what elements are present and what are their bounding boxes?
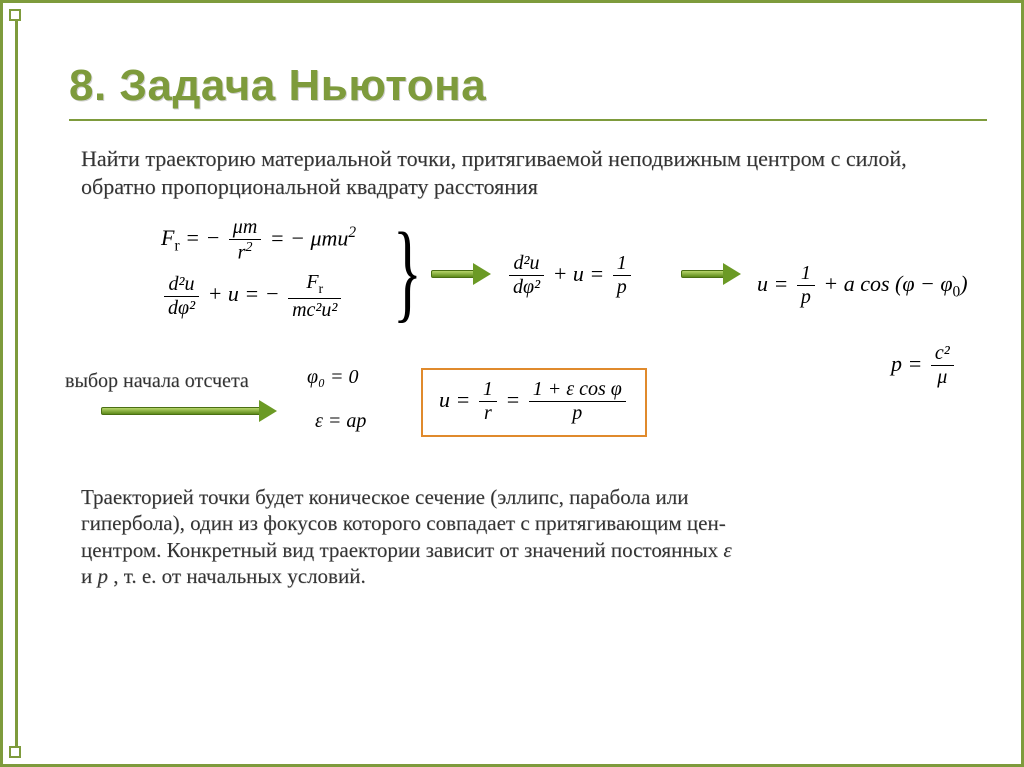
corner-decoration [9,746,21,758]
slide-content: 8. Задача Ньютона Найти траекторию матер… [31,21,1005,746]
force-equation: Fr = − μm r2 = − μmu2 [161,216,391,265]
epsilon-definition: ε = ap [315,410,366,433]
slide-title: 8. Задача Ньютона [69,61,1005,111]
slide-frame: 8. Задача Ньютона Найти траекторию матер… [0,0,1024,767]
equation-row-1: Fr = − μm r2 = − μmu2 d²u dφ² + u = − [81,222,1005,372]
title-rule [69,119,987,121]
general-solution: u = 1 p + a cos (φ − φ0) [757,262,968,309]
binet-equation: d²u dφ² + u = − Fr mc²u² [161,271,391,322]
result-equation-box: u = 1 r = 1 + ε cos φ p [421,368,647,437]
origin-choice-label: выбор начала отсчета [65,370,249,393]
problem-statement: Найти траекторию материальной точки, при… [81,145,945,200]
arrow-icon [681,264,741,284]
phi-zero-condition: φ₀ = 0 [307,366,359,389]
conclusion-text: Траекторией точки будет коническое сечен… [81,484,941,589]
arrow-icon [431,264,491,284]
source-equations: Fr = − μm r2 = − μmu2 d²u dφ² + u = − [161,216,391,322]
arrow-icon [101,401,281,421]
reduced-equation: d²u dφ² + u = 1 p [506,252,634,299]
equation-row-2: выбор начала отсчета φ₀ = 0 ε = ap u = 1… [61,366,1005,456]
brace-icon: } [393,216,422,326]
corner-decoration [9,9,21,21]
